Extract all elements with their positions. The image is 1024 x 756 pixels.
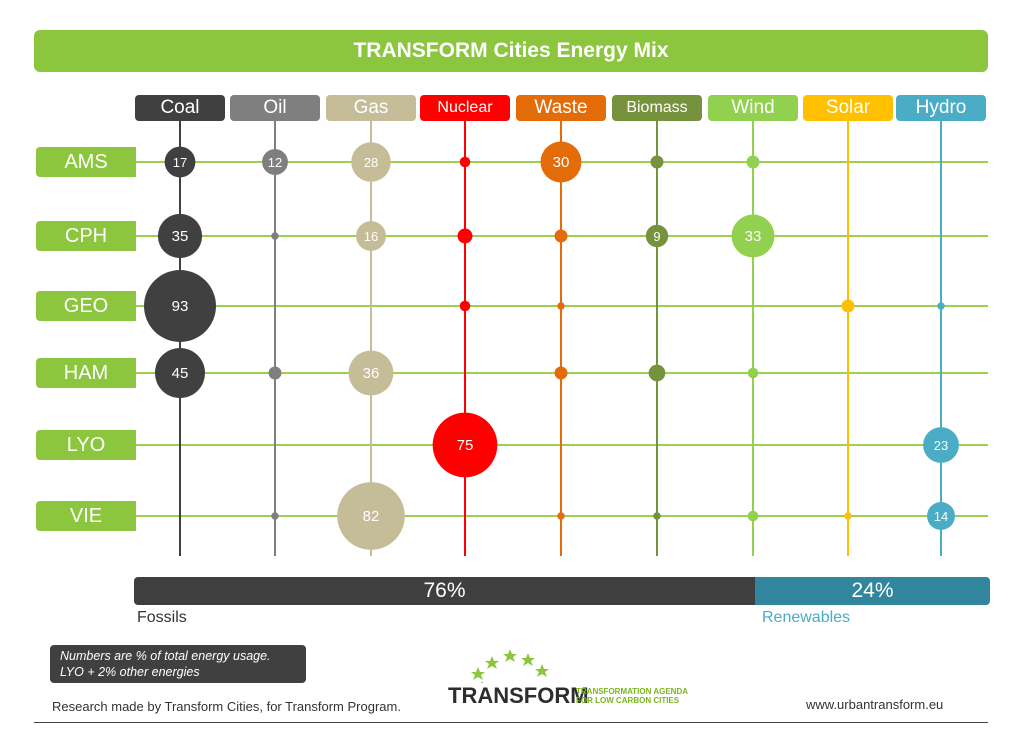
bubble-ams-nuclear: [459, 156, 471, 168]
bubble-label-ham-coal: 45: [172, 365, 189, 382]
category-label-waste: Waste: [516, 95, 606, 121]
logo-tagline: TRANSFORMATION AGENDA FOR LOW CARBON CIT…: [576, 687, 706, 705]
bubble-vie-oil: [271, 512, 279, 520]
bubble-ams-waste: [540, 141, 582, 183]
bubble-cph-nuclear: [457, 228, 473, 244]
research-credit: Research made by Transform Cities, for T…: [52, 699, 401, 714]
category-label-biomass: Biomass: [612, 95, 702, 121]
footer-divider: [34, 722, 988, 723]
bubble-vie-gas: [337, 482, 405, 550]
bubble-geo-hydro: [937, 302, 945, 310]
category-label-solar: Solar: [803, 95, 893, 121]
bubble-ham-gas: [348, 350, 394, 396]
bubble-cph-gas: [356, 221, 386, 251]
bubble-label-ams-gas: 28: [364, 155, 378, 170]
website-url: www.urbantransform.eu: [806, 697, 944, 712]
bubble-label-lyo-nuclear: 75: [457, 437, 474, 454]
stars-icon: [471, 649, 549, 683]
category-label-wind: Wind: [708, 95, 798, 121]
bubble-cph-biomass: [645, 224, 669, 248]
bubble-cph-oil: [271, 232, 279, 240]
bubble-label-cph-gas: 16: [364, 229, 378, 244]
bubble-label-vie-hydro: 14: [934, 509, 948, 524]
bubble-cph-coal: [157, 213, 203, 259]
category-label-hydro: Hydro: [896, 95, 986, 121]
fossils-caption: Fossils: [137, 609, 187, 626]
category-label-gas: Gas: [326, 95, 416, 121]
category-label-oil: Oil: [230, 95, 320, 121]
bubble-label-vie-gas: 82: [363, 508, 380, 525]
bubble-ams-gas: [351, 142, 391, 182]
bubble-label-lyo-hydro: 23: [934, 438, 948, 453]
bubble-ham-coal: [154, 347, 206, 399]
bubble-label-cph-biomass: 9: [653, 229, 660, 244]
bubble-ham-oil: [268, 366, 282, 380]
city-label-ham: HAM: [36, 358, 136, 388]
logo-wordmark: TRANSFORM: [448, 683, 589, 708]
bubble-label-ams-waste: 30: [553, 154, 570, 171]
renewables-bar: 24%: [755, 577, 990, 605]
city-label-vie: VIE: [36, 501, 136, 531]
footnote-box: Numbers are % of total energy usage. LYO…: [50, 645, 306, 683]
bubble-vie-biomass: [653, 512, 661, 520]
chart-title: TRANSFORM Cities Energy Mix: [34, 30, 988, 72]
bubble-lyo-nuclear: [432, 412, 498, 478]
bubble-label-geo-coal: 93: [172, 298, 189, 315]
city-label-cph: CPH: [36, 221, 136, 251]
city-label-geo: GEO: [36, 291, 136, 321]
bubble-vie-hydro: [927, 502, 955, 530]
bubble-lyo-hydro: [923, 427, 959, 463]
transform-logo: TRANSFORM TRANSFORMATION AGENDA FOR LOW …: [448, 643, 698, 719]
logo-tagline-2: FOR LOW CARBON CITIES: [576, 696, 680, 705]
city-label-lyo: LYO: [36, 430, 136, 460]
bubble-cph-wind: [731, 214, 775, 258]
footnote-line-1: Numbers are % of total energy usage.: [60, 649, 271, 663]
fossils-bar: 76%: [134, 577, 755, 605]
bubble-vie-solar: [844, 512, 852, 520]
bubble-label-ams-coal: 17: [173, 155, 187, 170]
renewables-caption: Renewables: [762, 609, 851, 626]
bubble-ham-waste: [554, 366, 568, 380]
bubble-ams-oil: [262, 149, 288, 175]
bubble-geo-nuclear: [459, 300, 471, 312]
bubble-geo-coal: [144, 270, 216, 342]
bubble-ham-wind: [747, 367, 759, 379]
footnote-line-2: LYO + 2% other energies: [60, 665, 200, 679]
bubble-ams-coal: [164, 146, 196, 178]
bubble-ham-biomass: [648, 364, 666, 382]
bubble-geo-solar: [841, 299, 855, 313]
category-label-nuclear: Nuclear: [420, 95, 510, 121]
bubble-ams-biomass: [650, 155, 664, 169]
city-label-ams: AMS: [36, 147, 136, 177]
category-label-coal: Coal: [135, 95, 225, 121]
bubble-label-cph-wind: 33: [745, 228, 762, 245]
logo-tagline-1: TRANSFORMATION AGENDA: [576, 687, 688, 696]
bubble-label-ham-gas: 36: [363, 365, 380, 382]
bubble-vie-wind: [747, 510, 759, 522]
bubble-ams-wind: [746, 155, 760, 169]
bubble-vie-waste: [557, 512, 565, 520]
bubble-geo-waste: [557, 302, 565, 310]
bubble-label-cph-coal: 35: [172, 228, 189, 245]
bubble-label-ams-oil: 12: [268, 155, 282, 170]
bubble-cph-waste: [554, 229, 568, 243]
